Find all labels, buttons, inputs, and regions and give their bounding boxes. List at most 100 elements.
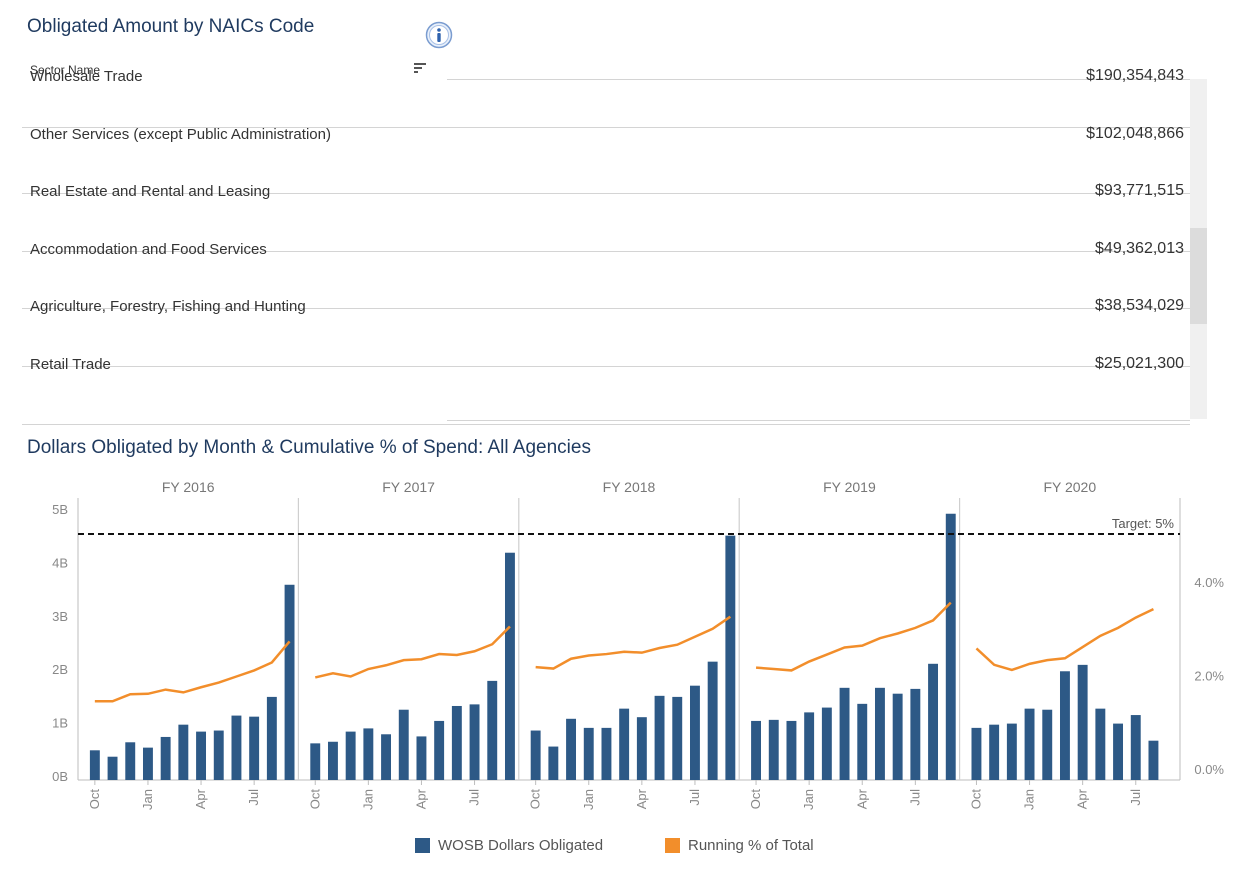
legend-item-bars[interactable]: WOSB Dollars Obligated bbox=[415, 837, 603, 854]
bar[interactable] bbox=[1130, 715, 1141, 780]
bar[interactable] bbox=[381, 734, 392, 780]
bar[interactable] bbox=[504, 552, 515, 780]
obligated-amount-cell: $102,048,866 bbox=[1086, 125, 1184, 142]
bar[interactable] bbox=[1006, 723, 1017, 780]
bar[interactable] bbox=[249, 716, 260, 780]
x-tick-label: Apr bbox=[193, 788, 208, 809]
bar[interactable] bbox=[786, 720, 797, 780]
y-left-tick-label: 0B bbox=[52, 769, 68, 784]
bar[interactable] bbox=[196, 731, 207, 780]
bar[interactable] bbox=[707, 661, 718, 780]
scrollbar-thumb[interactable] bbox=[1190, 228, 1207, 324]
bar[interactable] bbox=[689, 685, 700, 780]
bar[interactable] bbox=[839, 687, 850, 780]
bar[interactable] bbox=[363, 728, 374, 780]
bar[interactable] bbox=[1095, 708, 1106, 780]
bar[interactable] bbox=[857, 703, 868, 780]
x-tick-label: Jan bbox=[360, 789, 375, 810]
bar[interactable] bbox=[583, 727, 594, 780]
bar[interactable] bbox=[672, 696, 683, 780]
obligated-amount-cell: $93,771,515 bbox=[1095, 182, 1184, 199]
x-tick-label: Apr bbox=[854, 788, 869, 809]
bar[interactable] bbox=[566, 718, 577, 780]
bar[interactable] bbox=[1077, 664, 1088, 780]
bar[interactable] bbox=[416, 736, 427, 780]
y-right-tick-label: 0.0% bbox=[1194, 762, 1224, 777]
bar[interactable] bbox=[231, 715, 242, 780]
x-tick-label: Jan bbox=[581, 789, 596, 810]
x-tick-label: Jul bbox=[687, 789, 702, 806]
bar[interactable] bbox=[327, 741, 338, 780]
bar[interactable] bbox=[178, 724, 189, 780]
bar[interactable] bbox=[345, 731, 356, 780]
sort-icon[interactable] bbox=[413, 61, 427, 75]
bar[interactable] bbox=[310, 743, 321, 780]
bar[interactable] bbox=[989, 724, 1000, 780]
table-row[interactable]: Accommodation and Food Services $49,362,0… bbox=[22, 240, 1190, 309]
sector-name-cell: Other Services (except Public Administra… bbox=[30, 126, 331, 143]
bar[interactable] bbox=[89, 750, 100, 780]
info-icon[interactable] bbox=[425, 21, 453, 49]
bar[interactable] bbox=[874, 687, 885, 780]
obligated-amount-cell: $190,354,843 bbox=[1086, 67, 1184, 84]
bar[interactable] bbox=[107, 756, 118, 780]
sector-name-cell: Retail Trade bbox=[30, 356, 111, 373]
bar[interactable] bbox=[636, 717, 647, 780]
bar[interactable] bbox=[266, 696, 277, 780]
bar[interactable] bbox=[601, 727, 612, 780]
bar[interactable] bbox=[125, 742, 136, 780]
bar[interactable] bbox=[928, 663, 939, 780]
bar[interactable] bbox=[654, 695, 665, 780]
bar[interactable] bbox=[434, 720, 445, 780]
table-bottom-divider bbox=[447, 420, 1190, 421]
y-left-tick-label: 5B bbox=[52, 502, 68, 517]
bar[interactable] bbox=[971, 727, 982, 780]
bar[interactable] bbox=[469, 704, 480, 780]
bar[interactable] bbox=[804, 712, 815, 780]
bar[interactable] bbox=[1024, 708, 1035, 780]
bar[interactable] bbox=[751, 720, 762, 780]
bar[interactable] bbox=[619, 708, 630, 780]
y-left-tick-label: 1B bbox=[52, 716, 68, 731]
table-row[interactable]: Real Estate and Rental and Leasing $93,77… bbox=[22, 182, 1190, 252]
bar[interactable] bbox=[1148, 740, 1159, 780]
bar[interactable] bbox=[548, 746, 559, 780]
monthly-obligations-chart: 0B 1B 2B 3B 4B 5B 0.0% 2.0% 4.0% FY 2016 Oct Jan Apr… bbox=[52, 479, 1224, 810]
bar[interactable] bbox=[1113, 723, 1124, 780]
bar[interactable] bbox=[910, 688, 921, 780]
running-percent-line[interactable] bbox=[535, 615, 732, 670]
sector-name-cell: Agriculture, Forestry, Fishing and Hunti… bbox=[30, 298, 306, 315]
bar[interactable] bbox=[398, 709, 409, 780]
panel-header: FY 2018 bbox=[603, 479, 656, 495]
bar[interactable] bbox=[725, 535, 736, 780]
obligated-amount-cell: $49,362,013 bbox=[1095, 240, 1184, 257]
bar[interactable] bbox=[284, 584, 295, 780]
bar[interactable] bbox=[213, 730, 224, 780]
bar[interactable] bbox=[821, 707, 832, 780]
running-percent-line[interactable] bbox=[314, 625, 511, 679]
bar[interactable] bbox=[160, 736, 171, 780]
running-percent-line[interactable] bbox=[975, 608, 1154, 672]
running-percent-line[interactable] bbox=[755, 601, 952, 672]
table-row[interactable]: Wholesale Trade $190,354,843 bbox=[22, 67, 1190, 128]
obligated-amount-cell: $25,021,300 bbox=[1095, 355, 1184, 372]
bar[interactable] bbox=[142, 747, 153, 780]
x-tick-label: Oct bbox=[307, 789, 322, 810]
bar[interactable] bbox=[530, 730, 541, 780]
legend-swatch-bars bbox=[415, 838, 430, 853]
running-percent-line[interactable] bbox=[94, 640, 291, 703]
sector-name-cell: Accommodation and Food Services bbox=[30, 241, 267, 258]
bar[interactable] bbox=[451, 705, 462, 780]
x-tick-label: Jan bbox=[801, 789, 816, 810]
table-row[interactable]: Agriculture, Forestry, Fishing and Hunti… bbox=[22, 297, 1190, 367]
bar[interactable] bbox=[1059, 671, 1070, 780]
table-row[interactable]: Other Services (except Public Administra… bbox=[22, 125, 1190, 194]
bar[interactable] bbox=[768, 719, 779, 780]
bar[interactable] bbox=[1042, 709, 1053, 780]
legend-item-line[interactable]: Running % of Total bbox=[665, 837, 814, 854]
bar[interactable] bbox=[487, 680, 498, 780]
bar[interactable] bbox=[892, 693, 903, 780]
legend-swatch-line bbox=[665, 838, 680, 853]
table-row[interactable]: Retail Trade $25,021,300 bbox=[22, 355, 1190, 425]
bar[interactable] bbox=[945, 513, 956, 780]
